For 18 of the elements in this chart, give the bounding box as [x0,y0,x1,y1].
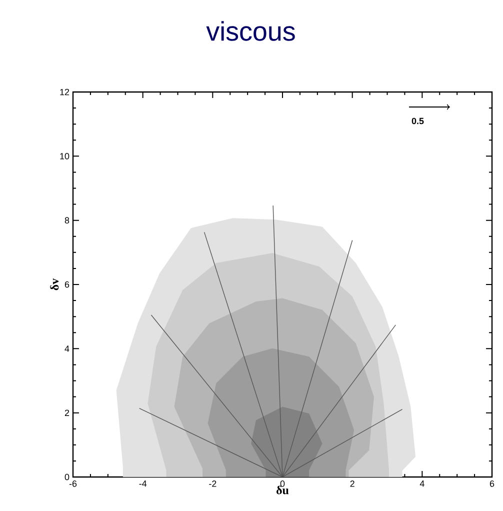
x-tick-label: -2 [209,480,216,487]
x-tick-label: 0 [280,480,285,487]
y-tick-label: 12 [60,88,70,96]
y-axis-title: δv [50,278,59,290]
x-tick-label: -6 [69,480,77,487]
y-tick-label: 4 [64,346,70,352]
chart-title: viscous [206,21,295,41]
y-tick-label: 8 [64,217,70,224]
x-axis-title: δu [276,486,289,494]
x-tick-label: 4 [420,480,424,487]
y-tick-label: 6 [64,281,70,288]
annotation: 0.5 [412,118,424,124]
x-tick-label: 6 [490,480,494,487]
y-tick-label: 10 [60,152,70,160]
x-tick-label: 2 [350,480,354,487]
x-tick-label: -4 [139,480,147,487]
y-tick-label: 0 [64,474,70,480]
y-tick-label: 2 [64,410,70,416]
